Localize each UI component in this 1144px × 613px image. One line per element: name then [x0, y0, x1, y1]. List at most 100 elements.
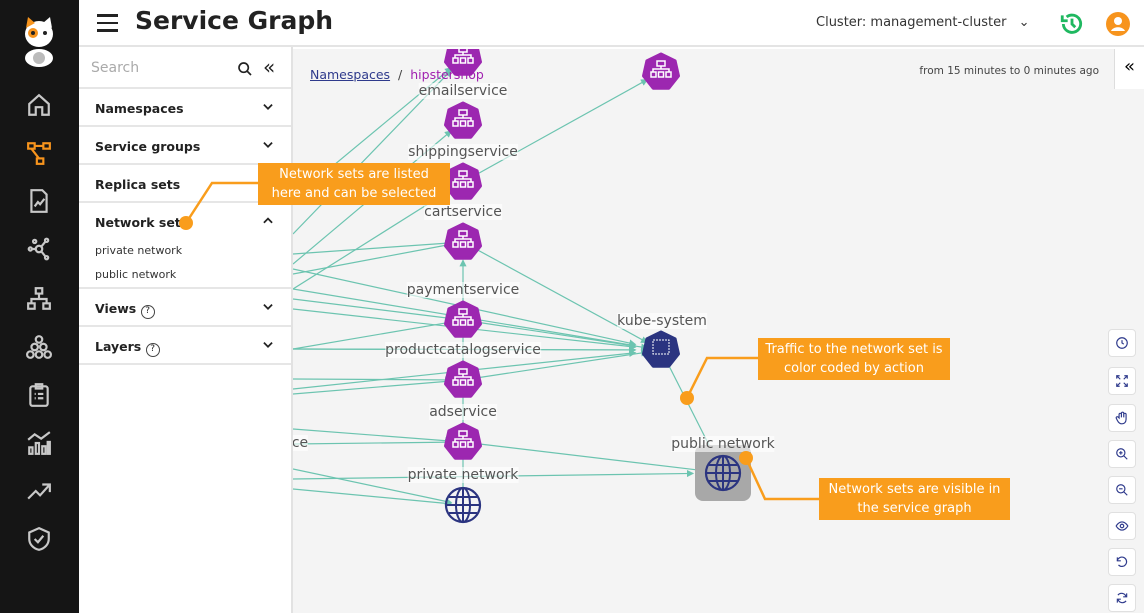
- chevron-down-icon: ⌄: [1018, 15, 1030, 30]
- logo-icon: [20, 14, 58, 68]
- zoom-in-icon: [1116, 448, 1128, 460]
- chevron-down-icon: [263, 104, 273, 110]
- clock-icon: [1116, 337, 1128, 349]
- pan-button[interactable]: [1108, 404, 1136, 432]
- search-icon[interactable]: [237, 61, 253, 77]
- service-node: [444, 422, 482, 460]
- section-views[interactable]: Views ?: [79, 289, 291, 327]
- callout-list: Network sets are listed here and can be …: [258, 163, 450, 205]
- section-service-groups[interactable]: Service groups: [79, 127, 291, 165]
- service-node: [444, 222, 482, 260]
- section-label: Network sets: [95, 215, 189, 230]
- graph-edge: [293, 488, 453, 507]
- section-label: Layers: [95, 339, 142, 354]
- service-icon: [452, 109, 474, 127]
- node-label: public network: [671, 436, 775, 452]
- graph-edge: [293, 468, 453, 505]
- service-icon: [452, 430, 474, 448]
- fit-icon: [1116, 375, 1128, 387]
- service-graph[interactable]: [293, 49, 1144, 613]
- section-label-wrap: Layers ?: [95, 339, 160, 357]
- service-icon: [452, 230, 474, 248]
- expand-right-panel-icon[interactable]: «: [1114, 49, 1144, 89]
- graph-edge: [462, 79, 649, 183]
- graph-edge: [462, 319, 649, 351]
- zoom-in-button[interactable]: [1108, 440, 1136, 468]
- graph-edge: [293, 438, 453, 446]
- node-label: ce: [293, 435, 309, 451]
- trending-icon[interactable]: [24, 476, 54, 506]
- node-label: kube-system: [617, 313, 707, 329]
- help-icon[interactable]: ?: [140, 305, 155, 319]
- user-avatar-icon[interactable]: [1106, 12, 1130, 36]
- globe-lines: [446, 488, 480, 522]
- section-network-sets[interactable]: Network sets private network public netw…: [79, 203, 291, 289]
- cluster-selector[interactable]: Cluster: management-cluster ⌄: [816, 15, 1029, 30]
- graph-edge: [293, 241, 453, 275]
- graph-edge: [293, 239, 453, 255]
- node-label: cartservice: [424, 204, 502, 220]
- dashboard-icon[interactable]: [24, 428, 54, 458]
- network-set-item[interactable]: private network: [95, 244, 183, 257]
- header: Service Graph Cluster: management-cluste…: [79, 0, 1144, 47]
- home-icon[interactable]: [24, 90, 54, 120]
- undo-button[interactable]: [1108, 548, 1136, 576]
- help-icon[interactable]: ?: [145, 343, 160, 357]
- network-set-item[interactable]: public network: [95, 268, 177, 281]
- section-layers[interactable]: Layers ?: [79, 327, 291, 365]
- service-node: [444, 162, 482, 200]
- service-graph-icon[interactable]: [24, 138, 54, 168]
- nodes-icon[interactable]: [24, 332, 54, 362]
- refresh-icon: [1116, 592, 1128, 604]
- zoom-out-icon: [1116, 484, 1128, 496]
- namespace-node: [642, 330, 680, 368]
- collapse-panel-icon[interactable]: «: [263, 55, 276, 79]
- shield-icon[interactable]: [24, 524, 54, 554]
- service-node: [642, 52, 680, 90]
- menu-icon[interactable]: [97, 14, 118, 32]
- graph-edge: [462, 241, 649, 344]
- chevron-down-icon: [263, 142, 273, 148]
- network-icon[interactable]: [24, 234, 54, 264]
- policy-icon[interactable]: [24, 186, 54, 216]
- section-label: Service groups: [95, 139, 201, 154]
- graph-edge: [462, 349, 649, 381]
- chevron-down-icon: [263, 342, 273, 348]
- compliance-icon[interactable]: [24, 380, 54, 410]
- node-label: productcatalogservice: [385, 342, 541, 358]
- cluster-label: Cluster: management-cluster: [816, 15, 1007, 30]
- callout-traffic: Traffic to the network set is color code…: [758, 338, 950, 380]
- graph-canvas[interactable]: Namespaces / hipstershop from 15 minutes…: [293, 49, 1144, 613]
- section-namespaces[interactable]: Namespaces: [79, 89, 291, 127]
- breadcrumb-namespaces[interactable]: Namespaces: [310, 67, 391, 82]
- service-icon: [650, 60, 672, 78]
- graph-edge: [293, 298, 453, 322]
- section-label: Namespaces: [95, 101, 184, 116]
- eye-button[interactable]: [1108, 512, 1136, 540]
- node-label: paymentservice: [406, 282, 520, 298]
- breadcrumb-current: hipstershop: [410, 67, 484, 82]
- eye-icon: [1115, 521, 1129, 531]
- globe-lines: [706, 456, 740, 490]
- refresh-button[interactable]: [1108, 584, 1136, 612]
- search-input[interactable]: Search «: [79, 47, 291, 89]
- topology-icon[interactable]: [24, 284, 54, 314]
- history-icon[interactable]: [1059, 11, 1085, 41]
- clock-button[interactable]: [1108, 329, 1136, 357]
- search-placeholder: Search: [91, 60, 140, 76]
- graph-edge: [462, 441, 706, 474]
- breadcrumb-separator: /: [398, 67, 403, 82]
- chevron-up-icon: [263, 217, 273, 224]
- node-label: private network: [407, 467, 519, 483]
- zoom-out-button[interactable]: [1108, 476, 1136, 504]
- filter-panel: Search « Namespaces Service groups Repli…: [79, 47, 293, 613]
- graph-edge: [293, 376, 453, 384]
- section-label: Views: [95, 301, 137, 316]
- callout-visible: Network sets are visible in the service …: [819, 478, 1010, 520]
- fit-button[interactable]: [1108, 367, 1136, 395]
- nav-sidebar: [0, 0, 79, 613]
- service-icon: [452, 368, 474, 386]
- pan-icon: [1115, 411, 1127, 425]
- namespace-icon: [652, 339, 670, 355]
- service-node: [444, 101, 482, 139]
